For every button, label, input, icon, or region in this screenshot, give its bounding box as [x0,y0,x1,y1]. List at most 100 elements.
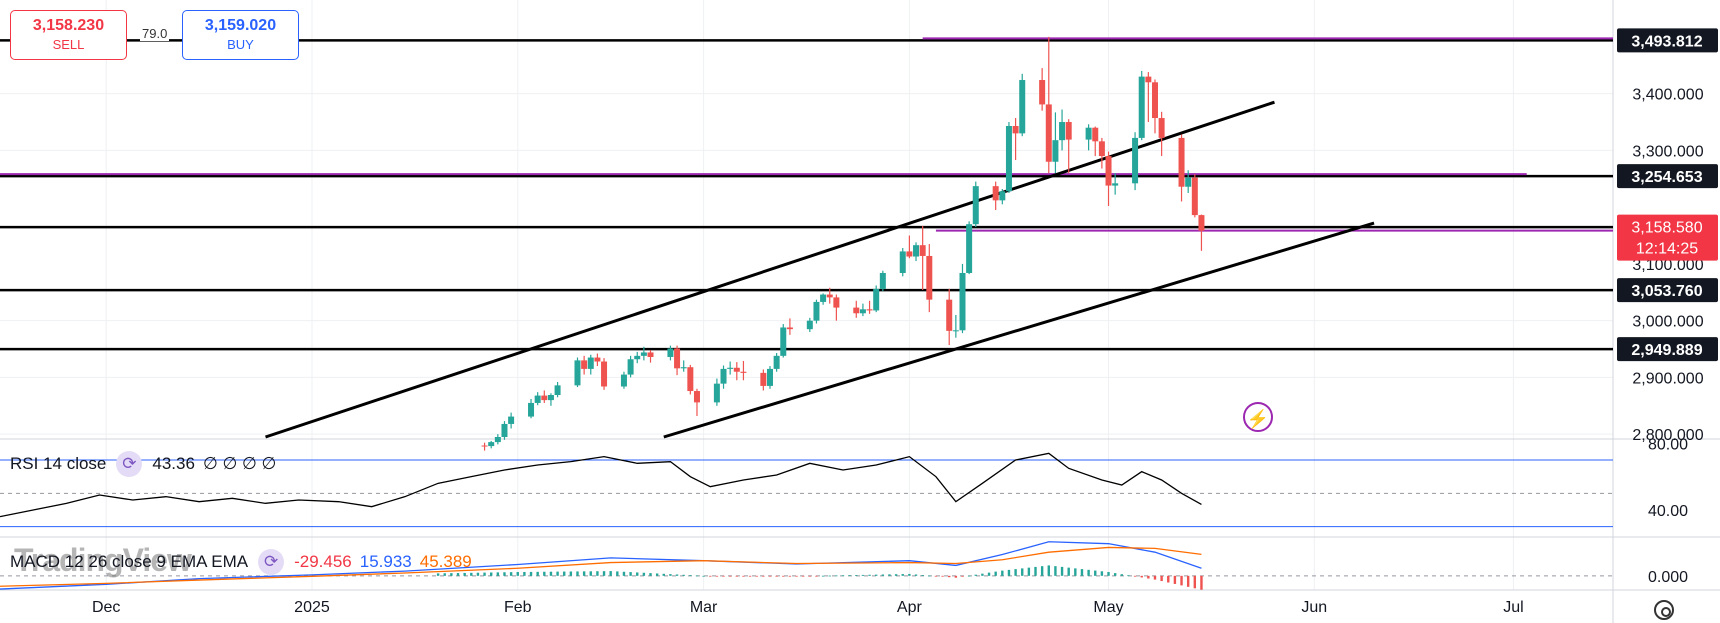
macd-histogram-bar [908,573,911,576]
macd-histogram-bar [1021,568,1024,576]
macd-histogram-bar [994,571,997,576]
macd-label: MACD 12 26 close 9 EMA EMA [10,552,249,571]
candle-body [1092,127,1099,142]
candle-body [1085,127,1092,140]
macd-histogram-bar [782,575,785,577]
macd-histogram-bar [1040,566,1044,576]
candle-body [879,272,886,289]
candle-body [913,245,920,257]
macd-histogram-bar [682,574,685,576]
macd-histogram-bar [702,575,705,577]
candle-body [1012,125,1019,134]
macd-histogram-bar [828,575,831,577]
candle-body [766,368,773,386]
refresh-icon[interactable]: ⟳ [258,549,285,575]
macd-histogram-bar [496,572,500,576]
macd-histogram-bar [483,572,486,576]
spread-value: 79.0 [140,26,170,41]
price-axis-tick: 3,000.000 [1632,314,1703,331]
macd-histogram-bar [974,574,977,576]
price-axis-tick: 2,800.000 [1632,427,1703,444]
macd-histogram-bar [742,575,745,577]
candle-body [1151,82,1158,119]
macd-histogram-bar [629,572,632,576]
macd-histogram-bar [1027,567,1031,576]
candle-body [720,368,727,384]
candle-body [733,367,740,372]
candle-body [1105,156,1112,186]
time-axis-label: Dec [92,599,120,616]
macd-legend[interactable]: MACD 12 26 close 9 EMA EMA ⟳ -29.456 15.… [10,549,472,575]
candle-body [581,360,588,369]
macd-histogram-bar [715,575,719,577]
candle-body [1039,80,1046,105]
macd-histogram-bar [589,571,592,576]
sell-button[interactable]: 3,158.230 SELL [10,10,127,60]
candle-body [1158,118,1165,138]
level-price-label: 2,949.889 [1631,342,1702,359]
macd-histogram-bar [748,575,752,577]
macd-histogram-bar [576,571,579,576]
price-axis-tick-partial: 3,100.000 [1632,257,1703,274]
candle-body [534,395,541,403]
macd-histogram-bar [543,571,546,576]
candle-body [554,385,561,396]
countdown-label: 12:14:25 [1636,241,1698,258]
macd-histogram-bar [1113,573,1117,576]
candle-body [541,395,548,401]
macd-histogram-bar [1054,566,1057,576]
rsi-axis-tick: 80.00 [1648,436,1688,453]
buy-price: 3,159.020 [204,17,277,34]
time-axis-label: Feb [504,599,532,616]
macd-histogram-bar [1200,575,1203,590]
macd-histogram-bar [801,575,805,577]
candle-body [760,372,767,386]
macd-histogram-bar [948,575,951,578]
macd-histogram-bar [762,575,765,577]
lightning-icon[interactable]: ⚡ [1243,402,1273,432]
price-axis-tick: 3,300.000 [1632,143,1703,160]
macd-histogram-bar [642,572,646,576]
rsi-legend[interactable]: RSI 14 close ⟳ 43.36 ∅ ∅ ∅ ∅ [10,451,276,477]
current-price-tag [1617,214,1718,261]
buy-button[interactable]: 3,159.020 BUY [182,10,299,60]
macd-histogram-bar [1173,575,1177,584]
macd-histogram-bar [1007,569,1011,576]
candle-body [926,255,933,300]
candle-body [1052,140,1059,162]
refresh-icon[interactable]: ⟳ [116,451,143,477]
level-price-label: 3,053.760 [1631,283,1702,300]
macd-histogram-bar [1001,570,1004,576]
candle-body [647,352,654,357]
level-price-tag [1617,337,1718,362]
macd-histogram-bar [1133,575,1137,577]
candle-body [501,423,508,437]
macd-histogram-bar [1034,566,1037,576]
macd-histogram-bar [516,572,519,576]
candle-body [999,191,1006,201]
macd-histogram-bar [450,573,453,576]
macd-histogram-bar [669,574,672,576]
channel-trendline [663,221,1375,439]
candle-body [786,327,793,330]
price-axis-tick: 3,400.000 [1632,87,1703,104]
macd-histogram-bar [1147,575,1150,579]
macd-histogram-bar [596,571,599,576]
candle-body [853,307,860,314]
macd-histogram-bar [868,574,871,576]
candle-body [1185,177,1192,187]
macd-histogram-bar [675,574,679,576]
macd-histogram-bar [1140,575,1143,578]
macd-histogram-bar [636,572,639,576]
settings-icon[interactable] [1654,600,1674,620]
macd-histogram-bar [735,575,739,577]
macd-histogram-bar [609,571,612,576]
candle-body [640,352,647,356]
rsi-extra-values: ∅ ∅ ∅ ∅ [202,454,277,473]
macd-histogram-bar [821,575,825,577]
candle-body [494,437,501,443]
macd-histogram-bar [523,571,526,576]
candle-body [813,301,820,321]
candle-body [873,288,880,311]
